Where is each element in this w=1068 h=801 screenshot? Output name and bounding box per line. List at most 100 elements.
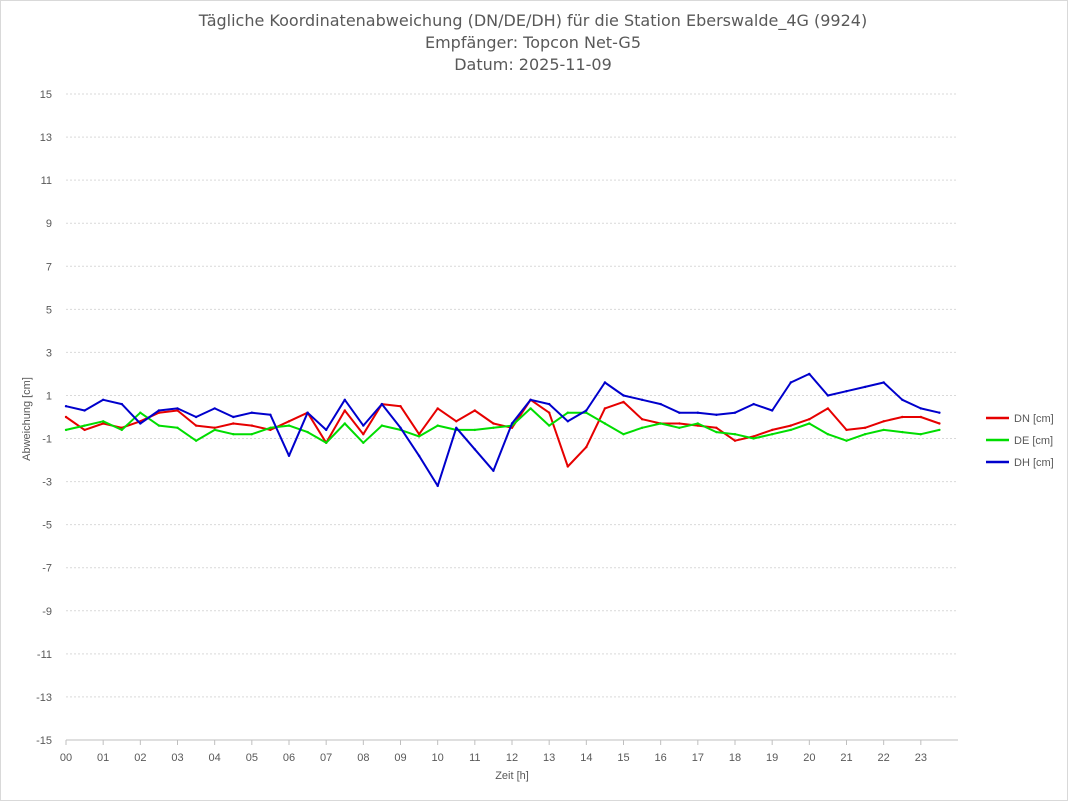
data-point bbox=[64, 405, 68, 408]
data-point bbox=[548, 424, 551, 427]
data-point bbox=[845, 428, 848, 432]
data-point bbox=[919, 407, 922, 410]
x-tick-label: 03 bbox=[171, 752, 183, 764]
data-point bbox=[715, 426, 718, 429]
data-point bbox=[176, 407, 179, 410]
data-point bbox=[808, 372, 811, 376]
data-point bbox=[399, 426, 402, 429]
data-point bbox=[771, 433, 774, 436]
data-point bbox=[436, 424, 439, 427]
data-point bbox=[529, 398, 532, 401]
data-point bbox=[659, 402, 662, 406]
data-point bbox=[473, 428, 476, 432]
data-point bbox=[287, 454, 291, 457]
data-point bbox=[287, 420, 291, 423]
y-tick-label: -11 bbox=[37, 649, 52, 661]
x-tick-label: 19 bbox=[766, 752, 778, 764]
data-point bbox=[399, 405, 402, 408]
data-point bbox=[250, 424, 253, 427]
y-tick-label: 3 bbox=[46, 347, 52, 359]
data-point bbox=[157, 409, 161, 412]
data-point bbox=[640, 398, 644, 401]
data-point bbox=[919, 433, 922, 436]
data-point bbox=[194, 424, 198, 427]
data-point bbox=[436, 484, 439, 488]
data-point bbox=[845, 439, 848, 442]
data-point bbox=[659, 422, 662, 425]
data-point bbox=[176, 426, 179, 429]
x-tick-label: 10 bbox=[432, 752, 444, 764]
data-point bbox=[325, 428, 328, 432]
data-point bbox=[771, 428, 774, 432]
data-point bbox=[325, 441, 328, 444]
legend-label: DE [cm] bbox=[1014, 435, 1053, 447]
y-tick-label: 15 bbox=[40, 89, 52, 101]
data-point bbox=[882, 420, 885, 423]
data-point bbox=[120, 402, 124, 406]
data-point bbox=[473, 409, 476, 412]
x-tick-label: 15 bbox=[617, 752, 629, 764]
data-point bbox=[269, 426, 272, 429]
x-tick-label: 11 bbox=[469, 752, 480, 764]
data-point bbox=[213, 426, 216, 429]
data-point bbox=[622, 394, 625, 397]
data-point bbox=[287, 424, 291, 427]
x-tick-label: 05 bbox=[246, 752, 258, 764]
data-point bbox=[213, 428, 216, 432]
data-point bbox=[343, 422, 346, 425]
y-tick-label: -7 bbox=[42, 563, 52, 575]
data-point bbox=[845, 390, 848, 393]
y-tick-label: 7 bbox=[46, 261, 52, 273]
data-point bbox=[269, 413, 272, 416]
data-point bbox=[901, 415, 904, 419]
x-tick-label: 18 bbox=[729, 752, 741, 764]
data-point bbox=[120, 428, 124, 432]
y-tick-label: 11 bbox=[41, 175, 52, 187]
data-point bbox=[492, 469, 495, 472]
y-tick-label: -1 bbox=[42, 434, 52, 446]
data-point bbox=[510, 422, 514, 425]
data-point bbox=[455, 420, 458, 423]
x-tick-label: 00 bbox=[60, 752, 72, 764]
data-point bbox=[752, 435, 755, 438]
data-point bbox=[380, 402, 384, 406]
data-point bbox=[306, 411, 309, 414]
data-point bbox=[678, 422, 681, 425]
data-point bbox=[696, 424, 699, 427]
data-point bbox=[789, 381, 792, 384]
data-point bbox=[380, 424, 384, 427]
data-point bbox=[733, 439, 737, 442]
x-tick-label: 09 bbox=[394, 752, 406, 764]
data-point bbox=[306, 430, 309, 434]
data-point bbox=[83, 409, 86, 412]
data-point bbox=[733, 411, 737, 414]
data-point bbox=[919, 415, 922, 419]
data-point bbox=[696, 411, 699, 414]
data-point bbox=[826, 394, 830, 397]
data-point bbox=[529, 407, 532, 410]
data-point bbox=[64, 415, 68, 419]
data-point bbox=[622, 433, 625, 436]
data-point bbox=[102, 422, 105, 425]
x-tick-label: 20 bbox=[803, 752, 815, 764]
data-point bbox=[232, 422, 235, 425]
data-point bbox=[343, 398, 346, 401]
data-point bbox=[678, 411, 681, 414]
data-point bbox=[603, 422, 607, 425]
x-tick-label: 04 bbox=[209, 752, 221, 764]
data-point bbox=[696, 422, 699, 425]
data-point bbox=[863, 385, 867, 389]
y-tick-label: -3 bbox=[42, 477, 52, 489]
data-point bbox=[752, 402, 755, 406]
data-point bbox=[752, 437, 755, 440]
x-tick-label: 07 bbox=[320, 752, 332, 764]
data-point bbox=[938, 428, 941, 432]
chart-subtitle-receiver: Empfänger: Topcon Net-G5 bbox=[424, 33, 642, 52]
data-point bbox=[250, 411, 253, 414]
x-tick-label: 16 bbox=[655, 752, 667, 764]
y-tick-label: 1 bbox=[46, 390, 52, 402]
data-point bbox=[901, 398, 904, 401]
series-line bbox=[65, 398, 940, 468]
series-lines bbox=[64, 372, 941, 488]
